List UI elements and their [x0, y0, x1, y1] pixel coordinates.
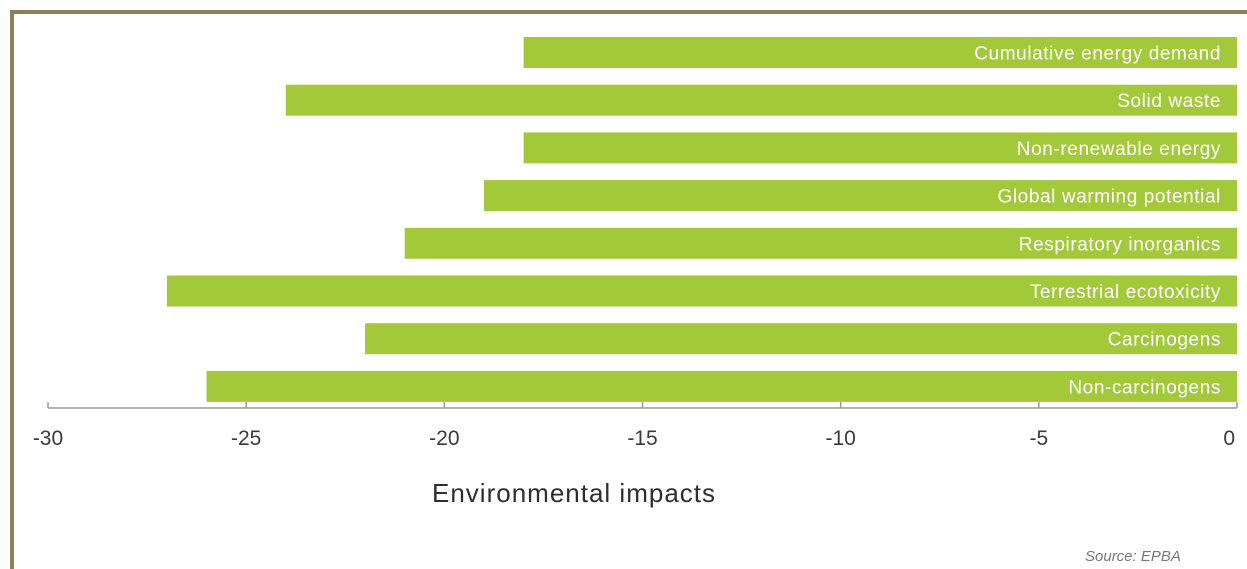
bar-label: Solid waste: [1117, 91, 1221, 112]
bar-global-warming-potential: [483, 180, 1237, 212]
x-tick-label: -30: [33, 427, 63, 450]
source-note: Source: EPBA: [1085, 548, 1181, 565]
frame-top-border: [10, 10, 1247, 14]
bar-solid-waste: [285, 84, 1237, 116]
x-tick-label: -25: [231, 427, 261, 450]
bar-label: Respiratory inorganics: [1019, 234, 1221, 255]
bar-non-carcinogens: [206, 370, 1238, 402]
bar-cumulative-energy-demand: [523, 37, 1237, 68]
bar-label: Terrestrial ecotoxicity: [1030, 282, 1221, 303]
bar-carcinogens: [365, 323, 1238, 355]
bar-terrestrial-ecotoxicity: [166, 275, 1237, 307]
bar-non-renewable-energy: [523, 132, 1237, 164]
bar-label: Carcinogens: [1108, 330, 1221, 351]
bar-label: Non-renewable energy: [1017, 139, 1221, 160]
bar-respiratory-inorganics: [404, 227, 1237, 259]
x-tick-label: -5: [1029, 427, 1048, 450]
x-tick-label: -15: [627, 427, 657, 450]
x-tick-label: -10: [825, 427, 855, 450]
bar-label: Non-carcinogens: [1068, 377, 1221, 398]
bar-label: Global warming potential: [997, 187, 1221, 208]
frame-left-border: [10, 10, 14, 569]
x-tick-label: -20: [429, 427, 459, 450]
bar-label: Cumulative energy demand: [974, 44, 1221, 65]
x-axis-title: Environmental impacts: [432, 478, 716, 508]
x-tick-label: 0: [1223, 427, 1235, 450]
x-axis: -30 -25 -20 -15 -10 -5 0: [33, 402, 1238, 450]
bars-group: Cumulative energy demand Solid waste Non-r…: [166, 37, 1238, 402]
